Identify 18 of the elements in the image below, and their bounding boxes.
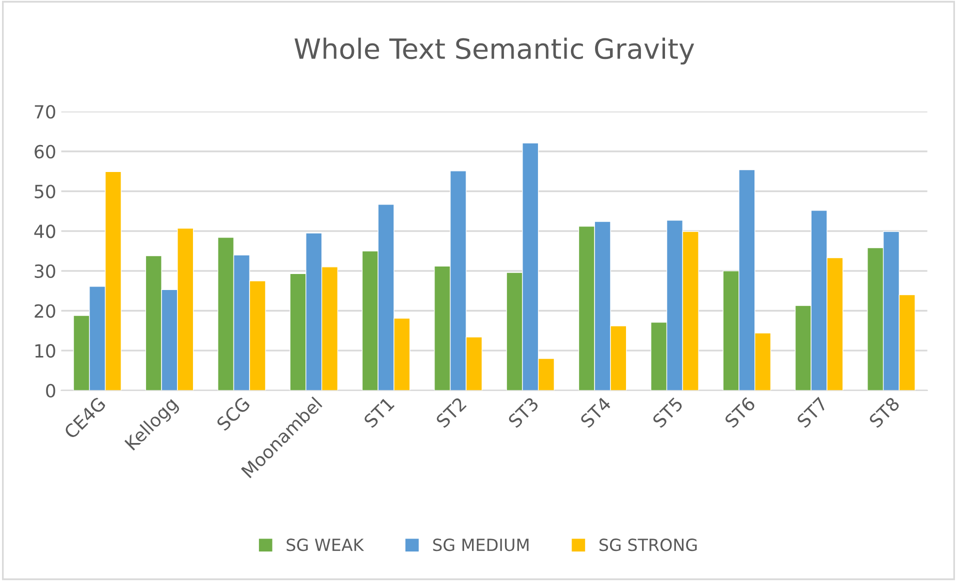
y-tick-label: 50 [34,184,56,198]
y-tick-label: 40 [34,224,56,238]
y-tick-label: 70 [34,105,56,119]
legend-label: SG WEAK [286,538,364,552]
x-tick-label: ST1 [363,396,395,428]
x-tick-label: ST3 [507,396,540,428]
y-tick-label: 0 [46,384,56,398]
legend-label: SG MEDIUM [433,538,528,552]
y-tick-label: 20 [34,304,56,318]
legend-label: SG STRONG [600,538,697,552]
x-tick-label: ST2 [435,396,467,428]
x-tick-label: ST5 [652,396,684,428]
y-tick-label: 30 [34,264,56,278]
y-tick-label: 10 [35,344,56,358]
chart-title: Whole Text Semantic Gravity [294,38,694,65]
x-tick-label: ST4 [580,396,612,428]
y-tick-label: 60 [34,144,56,159]
x-tick-label: ST8 [868,396,900,428]
